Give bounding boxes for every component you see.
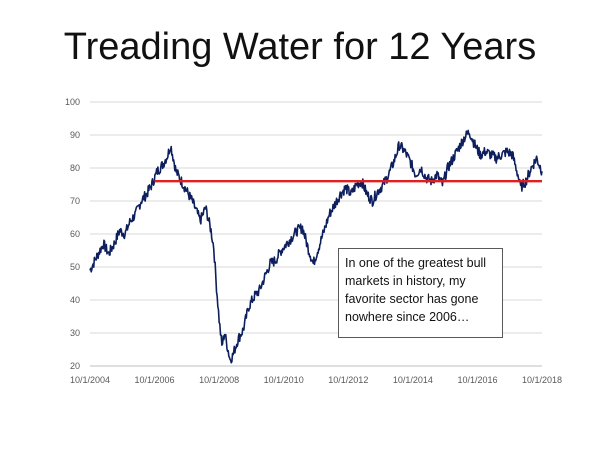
y-tick-label: 20	[70, 361, 80, 371]
annotation-box: In one of the greatest bull markets in h…	[338, 248, 503, 338]
series-line	[89, 129, 543, 364]
y-tick-label: 80	[70, 163, 80, 173]
x-axis-ticks: 10/1/2004 10/1/2006 10/1/2008 10/1/2010 10/1…	[70, 375, 562, 385]
x-tick-label: 10/1/2006	[135, 375, 175, 385]
y-tick-label: 60	[70, 229, 80, 239]
y-tick-label: 50	[70, 262, 80, 272]
x-tick-label: 10/1/2016	[457, 375, 497, 385]
x-tick-label: 10/1/2004	[70, 375, 110, 385]
y-tick-label: 100	[65, 97, 80, 107]
y-tick-label: 30	[70, 328, 80, 338]
y-tick-label: 70	[70, 196, 80, 206]
y-axis-ticks: 20 30 40 50 60 70 80 90 100	[65, 97, 80, 371]
x-tick-label: 10/1/2014	[393, 375, 433, 385]
slide-title: Treading Water for 12 Years	[63, 26, 537, 68]
x-tick-label: 10/1/2012	[328, 375, 368, 385]
y-tick-label: 90	[70, 130, 80, 140]
x-tick-label: 10/1/2008	[199, 375, 239, 385]
y-tick-label: 40	[70, 295, 80, 305]
x-tick-label: 10/1/2018	[522, 375, 562, 385]
x-tick-label: 10/1/2010	[264, 375, 304, 385]
